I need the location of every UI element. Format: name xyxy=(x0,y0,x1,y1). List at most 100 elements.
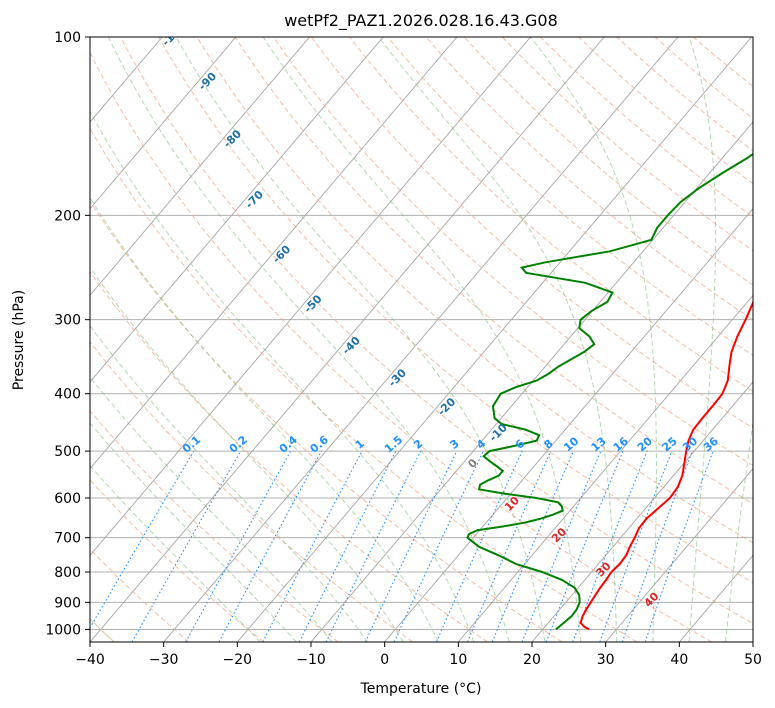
dry-adiabat-label: -30 xyxy=(386,366,409,389)
moist-adiabat-label: 30 xyxy=(594,559,614,579)
y-tick-label: 300 xyxy=(54,313,81,329)
mixing-ratio-line xyxy=(364,450,458,642)
mixing-ratio-label: 8 xyxy=(541,437,555,452)
moist-adiabat xyxy=(688,37,717,642)
moist-adiabat xyxy=(90,464,261,642)
dry-adiabat-label: -100 xyxy=(159,20,188,49)
mixing-ratio-line xyxy=(621,450,693,642)
moist-adiabat xyxy=(107,37,510,642)
dry-adiabat-label: -50 xyxy=(301,292,324,315)
isotherm xyxy=(678,554,753,642)
y-axis-label: Pressure (hPa) xyxy=(11,290,27,390)
dry-adiabat xyxy=(425,37,753,321)
y-axis: 100 200 300 400 500 600 700 800 900 1000 xyxy=(45,30,90,638)
mixing-ratio-line xyxy=(466,450,552,642)
plot-frame xyxy=(89,36,754,643)
y-tick-label: 1000 xyxy=(45,622,81,638)
moist-adiabat xyxy=(90,266,404,642)
mixing-ratio-label: 0.2 xyxy=(227,433,250,455)
x-tick-label: 30 xyxy=(597,652,615,668)
isotherm xyxy=(531,381,753,642)
dry-adiabat xyxy=(90,479,264,642)
dry-adiabat xyxy=(349,37,753,392)
dry-adiabat-label: -60 xyxy=(270,242,293,265)
mixing-ratio-label: 2 xyxy=(411,437,425,452)
moist-adiabat xyxy=(262,37,582,642)
moist-adiabat-label: 40 xyxy=(642,590,662,610)
moist-adiabat xyxy=(378,37,618,642)
y-tick-label: 200 xyxy=(54,208,81,224)
x-tick-label: 10 xyxy=(449,652,467,668)
moist-adiabat xyxy=(90,196,439,642)
mixing-ratio-line xyxy=(131,450,242,642)
mixing-ratio-label: 1 xyxy=(353,437,367,452)
dry-adiabat xyxy=(90,410,339,642)
mixing-ratio-line xyxy=(325,450,422,642)
moist-adiabat xyxy=(530,37,657,642)
x-axis: −40 −30 −20 −10 0 10 20 30 40 50 xyxy=(75,642,762,668)
y-tick-label: 100 xyxy=(54,30,81,46)
temperature-profile xyxy=(579,300,753,631)
y-tick-label: 900 xyxy=(54,595,81,611)
isotherm xyxy=(90,37,310,297)
isotherm xyxy=(163,37,679,642)
dry-adiabat-label: -70 xyxy=(243,188,266,211)
moist-adiabat xyxy=(90,422,297,642)
isotherm xyxy=(457,294,753,642)
isotherm xyxy=(310,121,753,642)
dry-adiabat xyxy=(90,127,638,642)
dry-adiabat-label: -40 xyxy=(340,334,363,357)
dry-adiabat xyxy=(120,37,753,625)
mixing-ratio-label: 0.4 xyxy=(277,433,301,456)
dry-adiabat xyxy=(90,548,190,642)
isotherm xyxy=(236,37,752,642)
isotherm xyxy=(90,37,605,642)
x-tick-label: 50 xyxy=(744,652,762,668)
dry-adiabat xyxy=(158,37,753,584)
mixing-ratio-label: 0.6 xyxy=(308,433,332,456)
dry-adiabat-label: -80 xyxy=(221,127,244,150)
dry-adiabat xyxy=(196,37,753,544)
dry-adiabat xyxy=(90,51,712,642)
moist-adiabat xyxy=(90,110,475,642)
dry-adiabat xyxy=(272,37,753,467)
dry-adiabat-label: -20 xyxy=(435,395,458,418)
dry-adiabat xyxy=(540,37,753,218)
x-tick-label: 40 xyxy=(670,652,688,668)
mixing-ratio-label: 1.5 xyxy=(382,433,405,455)
y-tick-label: 700 xyxy=(54,531,81,547)
profile-lines xyxy=(466,152,753,631)
moist-adiabat xyxy=(725,418,753,642)
dry-adiabat xyxy=(90,271,488,642)
x-tick-label: 0 xyxy=(380,652,389,668)
moist-adiabat xyxy=(175,37,546,642)
y-tick-label: 800 xyxy=(54,565,81,581)
isotherm xyxy=(384,207,753,642)
mixing-ratio-line xyxy=(491,450,575,642)
isotherm xyxy=(90,37,237,210)
dry-adiabat xyxy=(311,37,753,429)
x-tick-label: −20 xyxy=(223,652,253,668)
y-tick-label: 600 xyxy=(54,491,81,507)
dry-adiabat xyxy=(90,200,563,642)
isotherm xyxy=(90,37,458,470)
mixing-ratio-line xyxy=(90,450,195,629)
dry-adiabat xyxy=(578,37,753,185)
dry-adiabat-label: -90 xyxy=(196,70,219,93)
mixing-ratio-line xyxy=(218,450,322,642)
mixing-ratio-line xyxy=(644,450,714,642)
mixing-ratio-line xyxy=(393,450,484,642)
mixing-ratio-line xyxy=(599,450,673,642)
x-tick-label: 20 xyxy=(523,652,541,668)
chart-title: wetPf2_PAZ1.2026.028.16.43.G08 xyxy=(284,11,558,31)
dry-adiabat xyxy=(692,37,753,87)
mixing-ratio-line xyxy=(185,450,292,642)
y-tick-label: 400 xyxy=(54,387,81,403)
moist-adiabat xyxy=(90,376,333,642)
isotherm xyxy=(90,37,531,557)
isotherm xyxy=(752,641,753,642)
isotherm xyxy=(90,37,384,383)
background-lines xyxy=(90,37,753,642)
isotherm xyxy=(605,467,753,642)
x-tick-label: −30 xyxy=(149,652,179,668)
